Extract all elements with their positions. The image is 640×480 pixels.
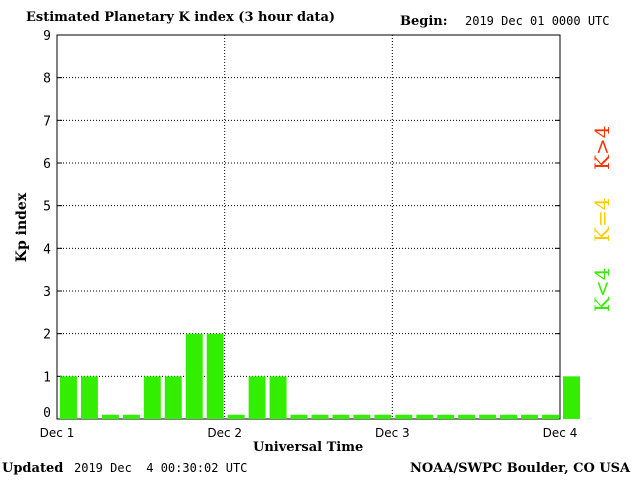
kp-bar bbox=[290, 414, 308, 419]
updated-label: Updated bbox=[2, 461, 64, 476]
y-tick-label: 4 bbox=[43, 242, 51, 257]
x-tick-label: Dec 2 bbox=[207, 426, 242, 440]
y-axis-label: Kp index bbox=[14, 192, 31, 263]
kp-bar bbox=[311, 414, 329, 419]
begin-value: 2019 Dec 01 0000 UTC bbox=[465, 14, 610, 28]
kp-bar bbox=[185, 333, 203, 419]
y-tick-label: 7 bbox=[43, 114, 51, 129]
kp-bar bbox=[542, 414, 559, 419]
credit-text: NOAA/SWPC Boulder, CO USA bbox=[410, 461, 631, 476]
begin-label: Begin: bbox=[400, 14, 448, 29]
x-tick-label: Dec 4 bbox=[543, 426, 578, 440]
kp-bar bbox=[206, 333, 224, 419]
kp-bar bbox=[248, 376, 266, 419]
kp-bar bbox=[269, 376, 287, 419]
legend-k-equal-4: K=4 bbox=[590, 197, 614, 242]
kp-bar bbox=[122, 414, 140, 419]
legend-k-greater-4: K>4 bbox=[590, 125, 614, 170]
kp-bar bbox=[395, 414, 413, 419]
kp-bar bbox=[227, 414, 245, 419]
kp-bar bbox=[500, 414, 518, 419]
y-tick-label: 5 bbox=[43, 200, 51, 215]
y-tick-label: 8 bbox=[43, 72, 51, 87]
kp-bar bbox=[437, 414, 455, 419]
x-tick-label: Dec 3 bbox=[375, 426, 410, 440]
kp-bar bbox=[164, 376, 182, 419]
kp-bar bbox=[143, 376, 161, 419]
y-tick-label: 9 bbox=[43, 29, 51, 44]
kp-bar bbox=[353, 414, 371, 419]
kp-bar bbox=[416, 414, 434, 419]
x-tick-label: Dec 1 bbox=[40, 426, 75, 440]
x-axis-label: Universal Time bbox=[253, 440, 364, 455]
kp-bar bbox=[332, 414, 350, 419]
updated-value: 2019 Dec 4 00:30:02 UTC bbox=[74, 461, 248, 475]
kp-bar bbox=[563, 376, 580, 419]
y-tick-label: 2 bbox=[43, 328, 51, 343]
y-tick-label: 1 bbox=[43, 370, 51, 385]
y-tick-label: 6 bbox=[43, 157, 51, 172]
legend-k-less-4: K<4 bbox=[590, 267, 614, 312]
kp-bar bbox=[458, 414, 476, 419]
kp-bar bbox=[101, 414, 119, 419]
kp-bar bbox=[521, 414, 539, 419]
kp-bar bbox=[60, 376, 77, 419]
y-tick-label: 3 bbox=[43, 285, 51, 300]
y-tick-label: 0 bbox=[43, 406, 51, 421]
chart-title: Estimated Planetary K index (3 hour data… bbox=[26, 10, 336, 25]
plot-frame bbox=[56, 34, 561, 420]
kp-bar bbox=[374, 414, 392, 419]
kp-bar bbox=[479, 414, 497, 419]
kp-bar bbox=[80, 376, 98, 419]
